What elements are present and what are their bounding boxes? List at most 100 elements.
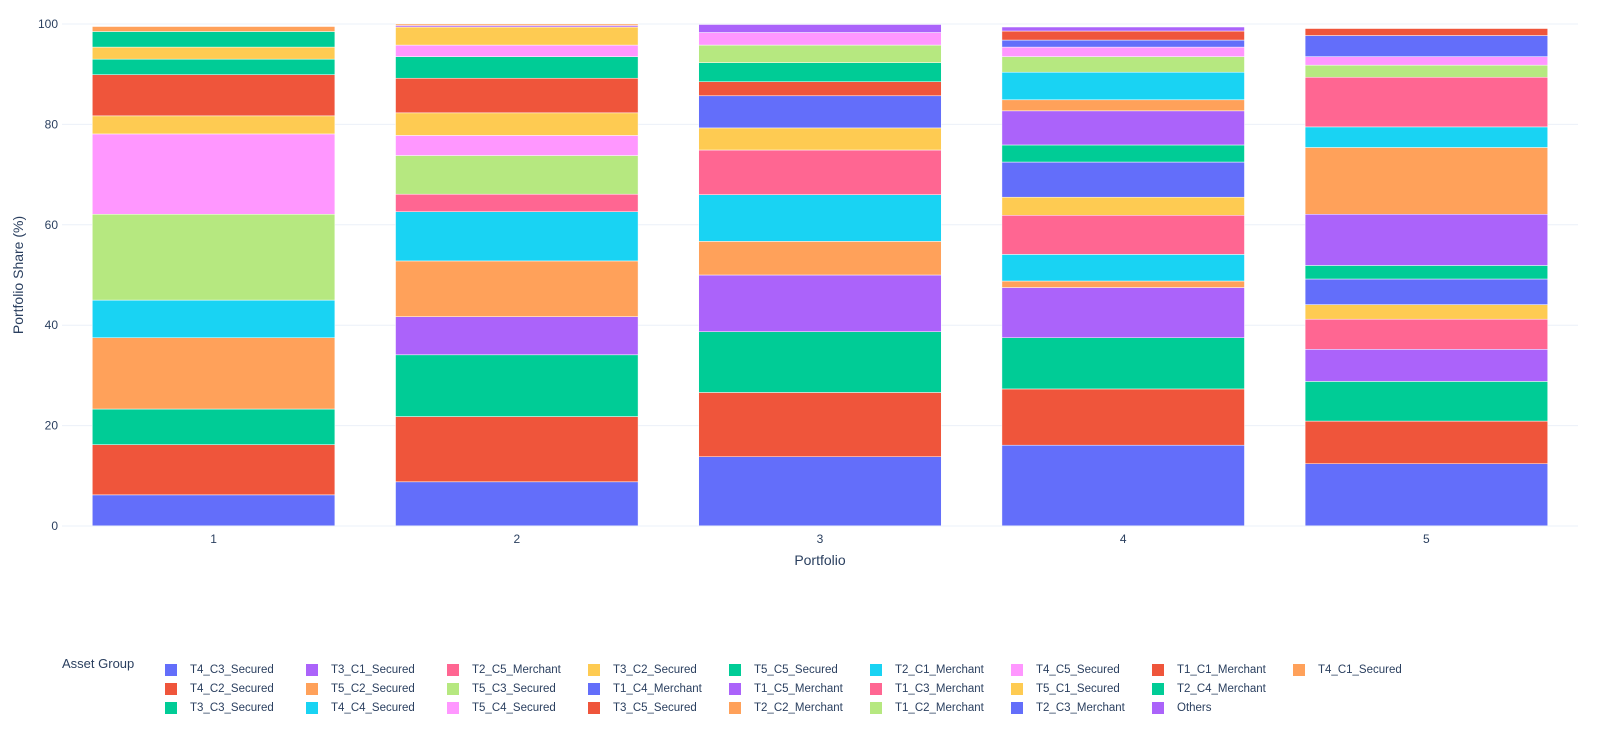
bar-segment-t2-c5-merchant-portfolio-2[interactable] bbox=[395, 193, 639, 212]
bar-segment-t4-c1-secured-portfolio-2[interactable] bbox=[395, 23, 639, 26]
legend-item-t4-c5-secured[interactable]: T4_C5_Secured bbox=[1011, 660, 1152, 679]
legend-item-t2-c1-merchant[interactable]: T2_C1_Merchant bbox=[870, 660, 1011, 679]
bar-segment-t1-c5-merchant-portfolio-5[interactable] bbox=[1304, 214, 1548, 266]
bar-segment-t5-c5-secured-portfolio-1[interactable] bbox=[92, 58, 336, 75]
bar-segment-t5-c2-secured-portfolio-3[interactable] bbox=[698, 241, 942, 276]
legend-item-t5-c4-secured[interactable]: T5_C4_Secured bbox=[447, 698, 588, 717]
legend-item-t4-c1-secured[interactable]: T4_C1_Secured bbox=[1293, 660, 1434, 679]
bar-segment-t4-c3-secured-portfolio-5[interactable] bbox=[1304, 463, 1548, 527]
bar-segment-t4-c4-secured-portfolio-3[interactable] bbox=[698, 194, 942, 242]
bar-segment-t1-c4-merchant-portfolio-3[interactable] bbox=[698, 95, 942, 129]
legend-item-t1-c4-merchant[interactable]: T1_C4_Merchant bbox=[588, 679, 729, 698]
legend-item-t5-c2-secured[interactable]: T5_C2_Secured bbox=[306, 679, 447, 698]
bar-segment-t3-c1-secured-portfolio-2[interactable] bbox=[395, 316, 639, 356]
bar-segment-t3-c5-secured-portfolio-1[interactable] bbox=[92, 74, 336, 117]
bar-segment-t4-c5-secured-portfolio-2[interactable] bbox=[395, 44, 639, 57]
bar-segment-t3-c5-secured-portfolio-2[interactable] bbox=[395, 77, 639, 114]
legend-item-t3-c2-secured[interactable]: T3_C2_Secured bbox=[588, 660, 729, 679]
bar-segment-t4-c2-secured-portfolio-3[interactable] bbox=[698, 392, 942, 457]
bar-segment-t4-c2-secured-portfolio-4[interactable] bbox=[1001, 388, 1245, 446]
bar-segment-t4-c3-secured-portfolio-3[interactable] bbox=[698, 456, 942, 527]
bar-segment-t5-c2-secured-portfolio-1[interactable] bbox=[92, 337, 336, 410]
bar-segment-t4-c4-secured-portfolio-1[interactable] bbox=[92, 299, 336, 339]
bar-segment-t4-c2-secured-portfolio-2[interactable] bbox=[395, 416, 639, 483]
bar-segment-t5-c5-secured-portfolio-3[interactable] bbox=[698, 62, 942, 82]
bar-segment-t3-c1-secured-portfolio-5[interactable] bbox=[1304, 349, 1548, 382]
bar-segment-t2-c3-merchant-portfolio-5[interactable] bbox=[1304, 35, 1548, 57]
bar-segment-t5-c5-secured-portfolio-5[interactable] bbox=[1304, 265, 1548, 280]
bar-segment-t4-c3-secured-portfolio-2[interactable] bbox=[395, 481, 639, 527]
legend-item-t2-c4-merchant[interactable]: T2_C4_Merchant bbox=[1152, 679, 1293, 698]
legend-item-t1-c5-merchant[interactable]: T1_C5_Merchant bbox=[729, 679, 870, 698]
bar-segment-t4-c5-secured-portfolio-4[interactable] bbox=[1001, 46, 1245, 57]
bar-segment-t1-c4-merchant-portfolio-4[interactable] bbox=[1001, 161, 1245, 198]
legend-item-t2-c2-merchant[interactable]: T2_C2_Merchant bbox=[729, 698, 870, 717]
legend-item-t5-c3-secured[interactable]: T5_C3_Secured bbox=[447, 679, 588, 698]
bar-segment-t5-c5-secured-portfolio-2[interactable] bbox=[395, 56, 639, 79]
bar-segment-others-portfolio-4[interactable] bbox=[1001, 26, 1245, 32]
legend-item-t2-c3-merchant[interactable]: T2_C3_Merchant bbox=[1011, 698, 1152, 717]
bar-segment-t1-c2-merchant-portfolio-3[interactable] bbox=[698, 44, 942, 63]
bar-segment-t3-c2-secured-portfolio-1[interactable] bbox=[92, 115, 336, 135]
bar-segment-t3-c3-secured-portfolio-4[interactable] bbox=[1001, 337, 1245, 390]
bar-segment-t4-c2-secured-portfolio-1[interactable] bbox=[92, 444, 336, 496]
bar-segment-t3-c3-secured-portfolio-5[interactable] bbox=[1304, 381, 1548, 422]
bar-segment-t1-c1-merchant-portfolio-4[interactable] bbox=[1001, 30, 1245, 41]
legend-item-t3-c3-secured[interactable]: T3_C3_Secured bbox=[165, 698, 306, 717]
bar-segment-t2-c5-merchant-portfolio-5[interactable] bbox=[1304, 318, 1548, 350]
legend-item-t1-c3-merchant[interactable]: T1_C3_Merchant bbox=[870, 679, 1011, 698]
bar-segment-t5-c2-secured-portfolio-4[interactable] bbox=[1001, 280, 1245, 288]
bar-segment-t4-c5-secured-portfolio-5[interactable] bbox=[1304, 56, 1548, 66]
bar-segment-t5-c1-secured-portfolio-2[interactable] bbox=[395, 26, 639, 46]
bar-segment-t1-c4-merchant-portfolio-5[interactable] bbox=[1304, 278, 1548, 305]
legend-item-t2-c5-merchant[interactable]: T2_C5_Merchant bbox=[447, 660, 588, 679]
bar-segment-t3-c3-secured-portfolio-3[interactable] bbox=[698, 331, 942, 393]
bar-segment-t1-c2-merchant-portfolio-5[interactable] bbox=[1304, 64, 1548, 78]
legend-item-t5-c1-secured[interactable]: T5_C1_Secured bbox=[1011, 679, 1152, 698]
bar-segment-t5-c4-secured-portfolio-2[interactable] bbox=[395, 135, 639, 156]
legend-item-t1-c2-merchant[interactable]: T1_C2_Merchant bbox=[870, 698, 1011, 717]
bar-segment-t3-c3-secured-portfolio-2[interactable] bbox=[395, 354, 639, 417]
bar-segment-t3-c1-secured-portfolio-4[interactable] bbox=[1001, 287, 1245, 338]
bar-segment-t2-c1-merchant-portfolio-4[interactable] bbox=[1001, 71, 1245, 101]
bar-segment-t2-c3-merchant-portfolio-4[interactable] bbox=[1001, 39, 1245, 48]
bar-segment-t5-c1-secured-portfolio-1[interactable] bbox=[92, 46, 336, 60]
bar-segment-t2-c1-merchant-portfolio-5[interactable] bbox=[1304, 126, 1548, 148]
bar-segment-t5-c5-secured-portfolio-4[interactable] bbox=[1001, 144, 1245, 163]
bar-segment-t3-c1-secured-portfolio-3[interactable] bbox=[698, 274, 942, 332]
bar-segment-t4-c4-secured-portfolio-4[interactable] bbox=[1001, 254, 1245, 282]
bar-segment-others-portfolio-3[interactable] bbox=[698, 24, 942, 33]
bar-segment-t3-c2-secured-portfolio-4[interactable] bbox=[1001, 196, 1245, 216]
bar-segment-t2-c4-merchant-portfolio-1[interactable] bbox=[92, 31, 336, 48]
bar-segment-t5-c3-secured-portfolio-1[interactable] bbox=[92, 214, 336, 301]
legend-item-t3-c5-secured[interactable]: T3_C5_Secured bbox=[588, 698, 729, 717]
bar-segment-t2-c2-merchant-portfolio-4[interactable] bbox=[1001, 99, 1245, 112]
bar-segment-t5-c3-secured-portfolio-2[interactable] bbox=[395, 155, 639, 195]
bar-segment-t2-c5-merchant-portfolio-4[interactable] bbox=[1001, 215, 1245, 255]
bar-segment-t5-c2-secured-portfolio-2[interactable] bbox=[395, 260, 639, 317]
bar-segment-t1-c5-merchant-portfolio-4[interactable] bbox=[1001, 110, 1245, 146]
bar-segment-t3-c2-secured-portfolio-3[interactable] bbox=[698, 127, 942, 151]
bar-segment-t4-c5-secured-portfolio-3[interactable] bbox=[698, 32, 942, 46]
legend-item-t3-c1-secured[interactable]: T3_C1_Secured bbox=[306, 660, 447, 679]
bar-segment-t2-c5-merchant-portfolio-3[interactable] bbox=[698, 149, 942, 195]
bar-segment-t1-c2-merchant-portfolio-4[interactable] bbox=[1001, 56, 1245, 73]
legend-item-t4-c3-secured[interactable]: T4_C3_Secured bbox=[165, 660, 306, 679]
legend-item-others[interactable]: Others bbox=[1152, 698, 1293, 717]
bar-segment-t3-c2-secured-portfolio-5[interactable] bbox=[1304, 304, 1548, 320]
bar-segment-t1-c1-merchant-portfolio-5[interactable] bbox=[1304, 28, 1548, 36]
bar-segment-t4-c2-secured-portfolio-5[interactable] bbox=[1304, 420, 1548, 465]
bar-segment-t3-c5-secured-portfolio-3[interactable] bbox=[698, 81, 942, 97]
legend-item-t5-c5-secured[interactable]: T5_C5_Secured bbox=[729, 660, 870, 679]
bar-segment-t4-c3-secured-portfolio-4[interactable] bbox=[1001, 444, 1245, 527]
bar-segment-t3-c3-secured-portfolio-1[interactable] bbox=[92, 408, 336, 445]
bar-segment-t4-c3-secured-portfolio-1[interactable] bbox=[92, 494, 336, 527]
bar-segment-t4-c4-secured-portfolio-2[interactable] bbox=[395, 211, 639, 262]
legend-item-t1-c1-merchant[interactable]: T1_C1_Merchant bbox=[1152, 660, 1293, 679]
bar-segment-t3-c2-secured-portfolio-2[interactable] bbox=[395, 112, 639, 136]
bar-segment-t1-c3-merchant-portfolio-5[interactable] bbox=[1304, 76, 1548, 128]
bar-segment-t5-c4-secured-portfolio-1[interactable] bbox=[92, 133, 336, 215]
legend-item-t4-c2-secured[interactable]: T4_C2_Secured bbox=[165, 679, 306, 698]
bar-segment-t4-c1-secured-portfolio-1[interactable] bbox=[92, 26, 336, 32]
legend-item-t4-c4-secured[interactable]: T4_C4_Secured bbox=[306, 698, 447, 717]
